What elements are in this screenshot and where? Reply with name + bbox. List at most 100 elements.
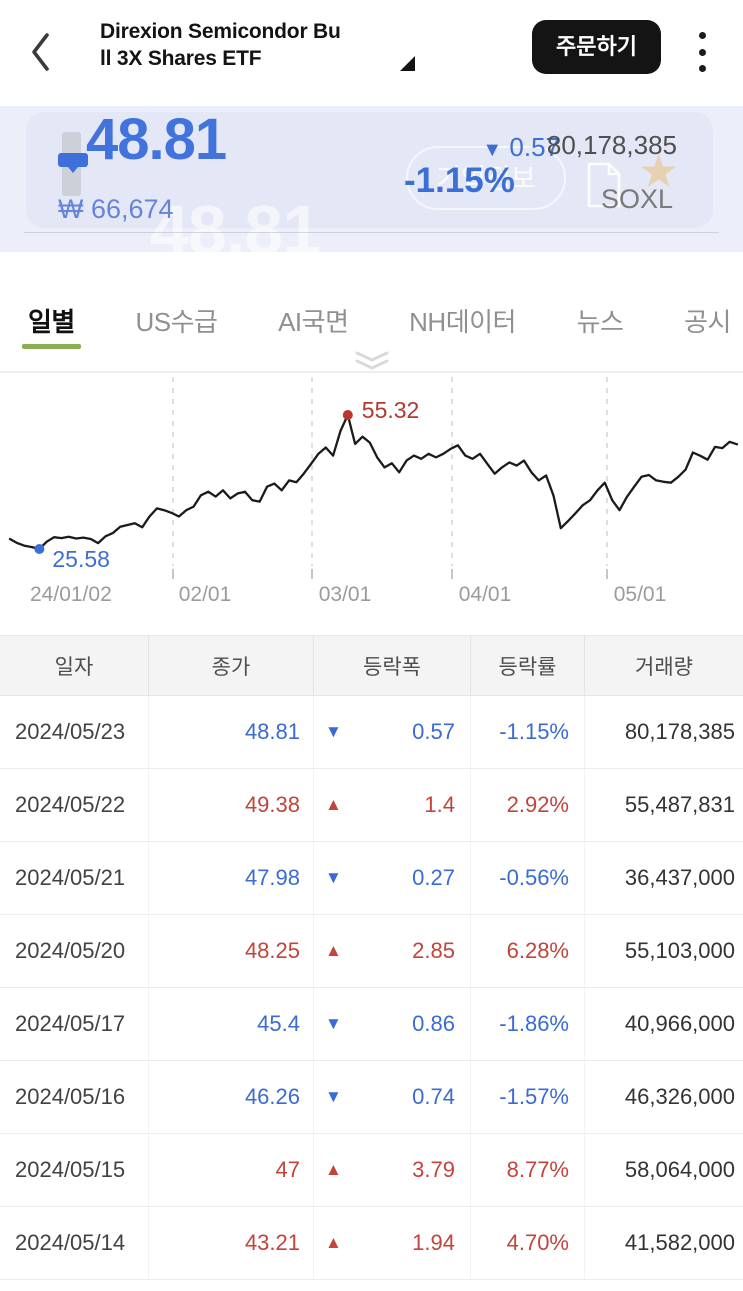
table-body: 2024/05/23 48.81 ▼ 0.57 -1.15% 80,178,385 2024…	[0, 696, 743, 1280]
tab-6[interactable]: 공시	[684, 307, 731, 337]
column-header: 종가	[148, 636, 313, 695]
table-row[interactable]: 2024/05/22 49.38 ▲ 1.4 2.92% 55,487,831	[0, 769, 743, 842]
column-header: 거래량	[584, 636, 743, 695]
table-header-row: 일자 종가 등락폭 등락률 거래량	[0, 636, 743, 696]
column-header: 등락폭	[313, 636, 470, 695]
cell-close: 45.4	[148, 988, 313, 1060]
price-chart-section: 24/01/02 02/01 03/01 04/01 05/01 55.32 25.58	[0, 372, 743, 635]
cell-close: 47.98	[148, 842, 313, 914]
cell-volume: 36,437,000	[584, 842, 743, 914]
cell-change-percent: -0.56%	[470, 842, 584, 914]
top-bar: Direxion Semicondor Bu ll 3X Shares ETF …	[0, 0, 743, 106]
cell-change-percent: -1.57%	[470, 1061, 584, 1133]
tab-4[interactable]: NH데이터	[409, 307, 516, 337]
svg-text:03/01: 03/01	[319, 583, 372, 606]
cell-change-percent: -1.15%	[470, 696, 584, 768]
cell-change: ▲ 3.79	[313, 1134, 470, 1206]
cell-close: 48.81	[148, 696, 313, 768]
tabs-section: 일별 US수급 AI국면 NH데이터 뉴스 공시	[0, 252, 743, 372]
price-change: ▼ 0.57	[482, 132, 560, 162]
cell-volume: 41,582,000	[584, 1207, 743, 1279]
more-menu-icon[interactable]	[695, 26, 709, 78]
tab-3[interactable]: AI국면	[278, 307, 349, 337]
price-divider	[24, 232, 719, 233]
column-header: 일자	[54, 655, 94, 679]
ghost-company-info-button: 기업정보	[406, 146, 566, 210]
cell-date: 2024/05/15	[15, 1157, 126, 1182]
cell-volume: 58,064,000	[584, 1134, 743, 1206]
down-triangle-icon: ▼	[325, 868, 342, 887]
price-in-krw: ₩ 66,674	[58, 194, 174, 224]
cell-volume: 46,326,000	[584, 1061, 743, 1133]
cell-date: 2024/05/20	[15, 938, 126, 963]
cell-close: 49.38	[148, 769, 313, 841]
cell-date: 2024/05/21	[15, 865, 126, 890]
cell-date: 2024/05/17	[15, 1011, 126, 1036]
stock-title[interactable]: Direxion Semicondor Bu ll 3X Shares ETF	[100, 18, 400, 72]
cell-date: 2024/05/16	[15, 1084, 126, 1109]
up-triangle-icon: ▲	[325, 795, 342, 814]
cell-change-percent: 2.92%	[470, 769, 584, 841]
down-triangle-icon: ▼	[325, 722, 342, 741]
tab-2[interactable]: US수급	[135, 307, 218, 337]
cell-close: 48.25	[148, 915, 313, 987]
table-row[interactable]: 2024/05/14 43.21 ▲ 1.94 4.70% 41,582,000	[0, 1207, 743, 1280]
cell-date: 2024/05/23	[15, 719, 126, 744]
svg-text:05/01: 05/01	[614, 583, 667, 606]
table-row[interactable]: 2024/05/17 45.4 ▼ 0.86 -1.86% 40,966,000	[0, 988, 743, 1061]
document-ghost-icon	[585, 160, 623, 215]
svg-text:24/01/02: 24/01/02	[30, 583, 112, 606]
svg-text:25.58: 25.58	[52, 546, 110, 572]
down-triangle-icon: ▼	[482, 139, 503, 161]
up-triangle-icon: ▲	[325, 1160, 342, 1179]
tab-bar: 일별 US수급 AI국면 NH데이터 뉴스 공시	[0, 252, 743, 349]
price-marker-icon	[58, 153, 88, 173]
favorite-star-ghost-icon: ★	[638, 145, 680, 197]
svg-text:04/01: 04/01	[459, 583, 512, 606]
cell-change-percent: 4.70%	[470, 1207, 584, 1279]
collapse-chevron-icon[interactable]	[349, 350, 395, 377]
order-button[interactable]: 주문하기	[532, 20, 661, 74]
cell-change-percent: 8.77%	[470, 1134, 584, 1206]
stock-title-line1: Direxion Semicondor Bu	[100, 20, 341, 43]
cell-close: 43.21	[148, 1207, 313, 1279]
up-triangle-icon: ▲	[325, 941, 342, 960]
tab-1[interactable]: 일별	[22, 302, 81, 349]
table-partial-row	[0, 1280, 743, 1291]
cell-date: 2024/05/22	[15, 792, 126, 817]
price-chart[interactable]: 24/01/02 02/01 03/01 04/01 05/01 55.32 25.58	[0, 373, 743, 635]
column-header: 등락률	[470, 636, 584, 695]
stock-title-line2: ll 3X Shares ETF	[100, 47, 262, 70]
cell-close: 46.26	[148, 1061, 313, 1133]
table-row[interactable]: 2024/05/20 48.25 ▲ 2.85 6.28% 55,103,000	[0, 915, 743, 988]
price-card-background	[26, 112, 713, 228]
cell-volume: 80,178,385	[584, 696, 743, 768]
volume-today: 80,178,385	[546, 130, 677, 160]
cell-change: ▲ 1.4	[313, 769, 470, 841]
cell-volume: 55,103,000	[584, 915, 743, 987]
cell-change-percent: 6.28%	[470, 915, 584, 987]
title-dropdown-caret-icon[interactable]	[400, 56, 415, 71]
table-row[interactable]: 2024/05/16 46.26 ▼ 0.74 -1.57% 46,326,000	[0, 1061, 743, 1134]
current-price: 48.81	[86, 107, 227, 172]
daily-price-table: 일자 종가 등락폭 등락률 거래량 2024/05/23 48.81 ▼ 0.57 -1.15%…	[0, 635, 743, 1291]
table-row[interactable]: 2024/05/21 47.98 ▼ 0.27 -0.56% 36,437,000	[0, 842, 743, 915]
table-row[interactable]: 2024/05/15 47 ▲ 3.79 8.77% 58,064,000	[0, 1134, 743, 1207]
price-summary-band: 48.81 48.81 ₩ 66,674 기업정보 ▼ 0.57 -1.15% …	[0, 106, 743, 269]
tab-5[interactable]: 뉴스	[576, 307, 624, 337]
svg-text:02/01: 02/01	[179, 583, 232, 606]
svg-text:55.32: 55.32	[362, 397, 420, 423]
cell-volume: 40,966,000	[584, 988, 743, 1060]
back-button[interactable]	[26, 30, 56, 74]
cell-change: ▼ 0.27	[313, 842, 470, 914]
table-row[interactable]: 2024/05/23 48.81 ▼ 0.57 -1.15% 80,178,385	[0, 696, 743, 769]
up-triangle-icon: ▲	[325, 1233, 342, 1252]
down-triangle-icon: ▼	[325, 1014, 342, 1033]
down-triangle-icon: ▼	[325, 1087, 342, 1106]
cell-change: ▼ 0.74	[313, 1061, 470, 1133]
cell-change: ▼ 0.57	[313, 696, 470, 768]
back-chevron-icon	[32, 33, 49, 71]
cell-volume: 55,487,831	[584, 769, 743, 841]
cell-change: ▼ 0.86	[313, 988, 470, 1060]
